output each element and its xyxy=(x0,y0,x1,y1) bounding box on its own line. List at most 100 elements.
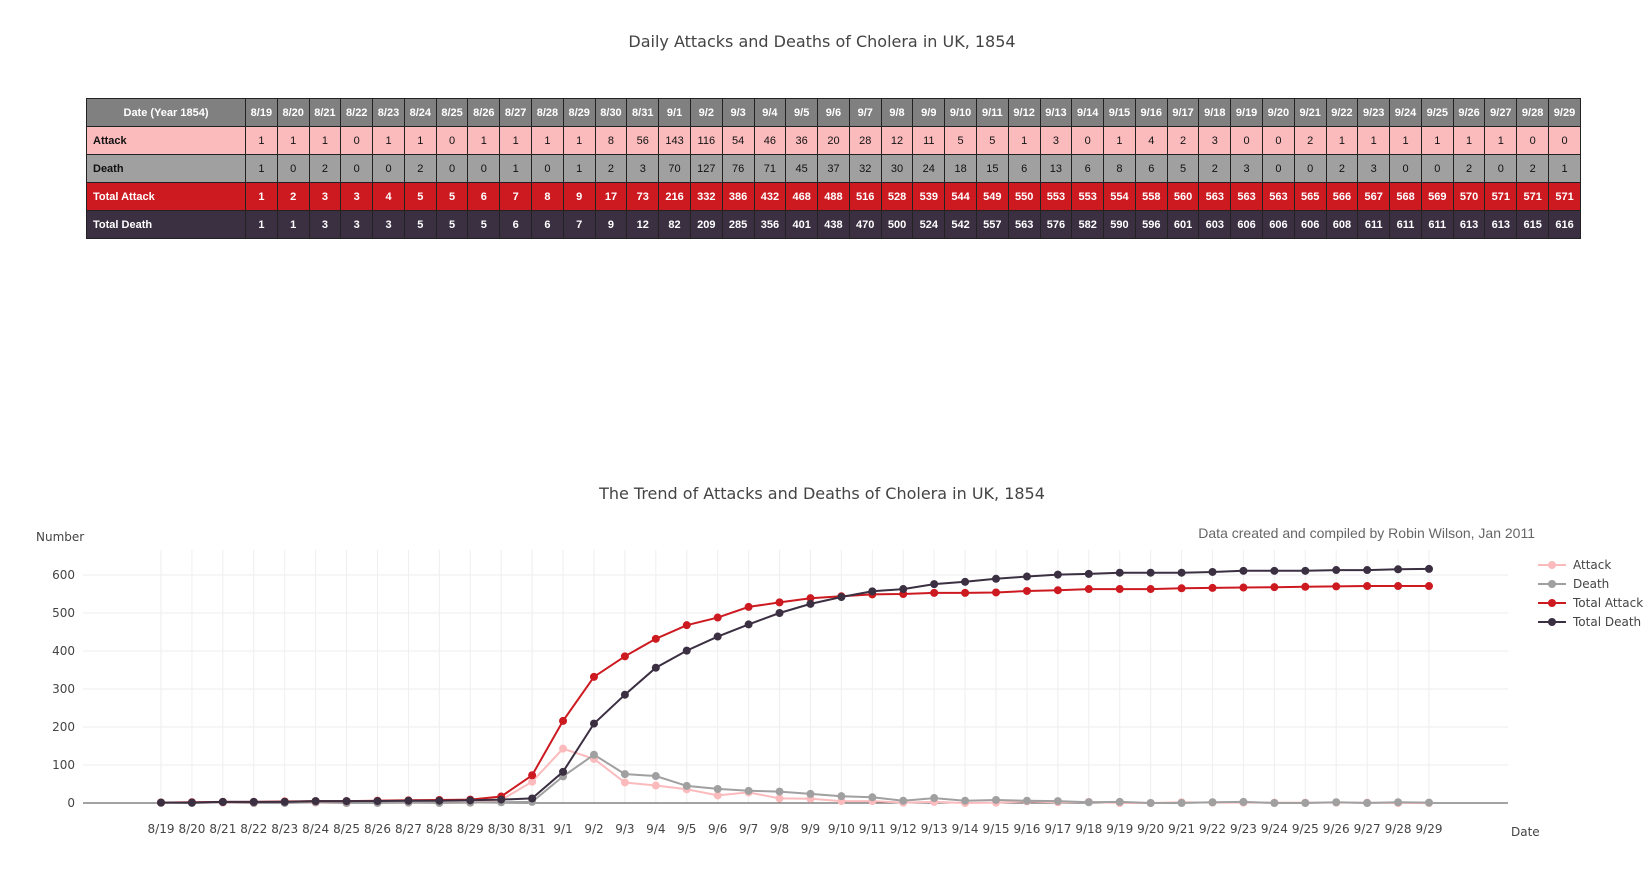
data-point xyxy=(1394,565,1403,574)
data-point xyxy=(1239,566,1248,575)
table-header-row: Date (Year 1854) 8/19 8/20 8/21 8/22 8/23 8/24… xyxy=(86,98,1581,127)
x-tick-label: 9/9 xyxy=(801,822,820,836)
table-cell: 1 xyxy=(467,126,501,155)
x-tick-label: 9/22 xyxy=(1199,822,1226,836)
data-point xyxy=(404,796,413,805)
data-point xyxy=(1177,584,1186,593)
table-row-label: Death xyxy=(86,154,246,183)
data-point xyxy=(1363,799,1372,807)
legend-label: Death xyxy=(1573,577,1609,591)
table-date-cell: 9/24 xyxy=(1389,98,1422,127)
table-cell: 1 xyxy=(1357,126,1391,155)
table-cell: 8 xyxy=(531,182,564,211)
table-cell: 1 xyxy=(403,126,437,155)
table-cell: 550 xyxy=(1007,182,1041,211)
data-point xyxy=(249,797,258,806)
table-cell: 0 xyxy=(1071,126,1105,155)
data-point xyxy=(497,795,506,804)
data-point xyxy=(1301,799,1310,807)
table-date-cell: 8/24 xyxy=(403,98,437,127)
table-date-cell: 8/19 xyxy=(245,98,278,127)
table-cell: 5 xyxy=(944,126,977,155)
table-cell: 0 xyxy=(435,154,469,183)
table-cell: 516 xyxy=(848,182,882,211)
table-cell: 0 xyxy=(1420,154,1454,183)
table-date-cell: 9/2 xyxy=(689,98,723,127)
table-cell: 2 xyxy=(1293,126,1327,155)
legend-label: Attack xyxy=(1573,558,1611,572)
table-cell: 567 xyxy=(1357,182,1391,211)
table-date-cell: 9/7 xyxy=(848,98,882,127)
data-point xyxy=(1084,798,1093,807)
data-point xyxy=(806,599,815,608)
table-cell: 596 xyxy=(1134,210,1168,239)
data-point xyxy=(589,719,598,728)
y-tick-label: 200 xyxy=(52,720,75,734)
data-point xyxy=(1239,583,1248,592)
data-point xyxy=(837,792,846,801)
x-tick-label: 9/16 xyxy=(1013,822,1040,836)
data-point xyxy=(744,602,753,611)
table-cell: 2 xyxy=(276,182,310,211)
table-cell: 32 xyxy=(848,154,882,183)
table-cell: 5 xyxy=(403,210,437,239)
data-point xyxy=(1270,799,1279,807)
legend-swatch-marker xyxy=(1548,599,1556,607)
data-point xyxy=(1177,799,1186,807)
x-tick-label: 9/13 xyxy=(921,822,948,836)
table-cell: 356 xyxy=(753,210,787,239)
data-point xyxy=(1363,582,1372,591)
table-row-label: Total Attack xyxy=(86,182,246,211)
table-cell: 3 xyxy=(1230,154,1263,183)
data-point xyxy=(744,620,753,629)
table-cell: 560 xyxy=(1166,182,1200,211)
table-cell: 0 xyxy=(1484,154,1518,183)
table-date-cell: 9/18 xyxy=(1198,98,1232,127)
table-cell: 616 xyxy=(1548,210,1581,239)
series-line xyxy=(160,585,1429,804)
table-cell: 3 xyxy=(626,154,660,183)
table-cell: 611 xyxy=(1357,210,1391,239)
table-cell: 6 xyxy=(531,210,564,239)
data-point xyxy=(559,767,568,776)
data-point xyxy=(1177,568,1186,577)
table-cell: 553 xyxy=(1039,182,1073,211)
data-point xyxy=(559,716,568,725)
data-point xyxy=(1115,568,1124,577)
x-tick-label: 9/6 xyxy=(708,822,727,836)
data-point xyxy=(218,797,227,806)
table-cell: 6 xyxy=(499,210,533,239)
table-cell: 2 xyxy=(1452,154,1486,183)
x-tick-label: 8/23 xyxy=(271,822,298,836)
table-date-cell: 8/20 xyxy=(276,98,310,127)
table-cell: 1 xyxy=(245,126,278,155)
table-cell: 1 xyxy=(1484,126,1518,155)
x-axis-label: Date xyxy=(1511,825,1540,839)
table-cell: 209 xyxy=(689,210,723,239)
table-cell: 606 xyxy=(1293,210,1327,239)
table-cell: 0 xyxy=(340,126,374,155)
table-date-cell: 9/14 xyxy=(1071,98,1105,127)
table-cell: 0 xyxy=(1548,126,1581,155)
table-cell: 611 xyxy=(1389,210,1422,239)
table-date-cell: 9/13 xyxy=(1039,98,1073,127)
chart-credit: Data created and compiled by Robin Wilso… xyxy=(1198,525,1535,541)
series-line xyxy=(161,747,1429,805)
table-cell: 468 xyxy=(785,182,819,211)
table-cell: 1 xyxy=(372,126,405,155)
data-point xyxy=(744,786,753,795)
table-cell: 1 xyxy=(1420,126,1454,155)
series-line xyxy=(161,567,1430,804)
table-cell: 12 xyxy=(626,210,660,239)
table-cell: 36 xyxy=(785,126,819,155)
y-axis-label: Number xyxy=(36,530,84,544)
table-cell: 566 xyxy=(1325,182,1359,211)
x-tick-label: 9/4 xyxy=(646,822,665,836)
table-cell: 6 xyxy=(467,182,501,211)
table-cell: 613 xyxy=(1484,210,1518,239)
table-cell: 565 xyxy=(1293,182,1327,211)
legend-swatch-marker xyxy=(1548,618,1556,626)
table-date-cell: 8/22 xyxy=(340,98,374,127)
table-cell: 37 xyxy=(817,154,850,183)
